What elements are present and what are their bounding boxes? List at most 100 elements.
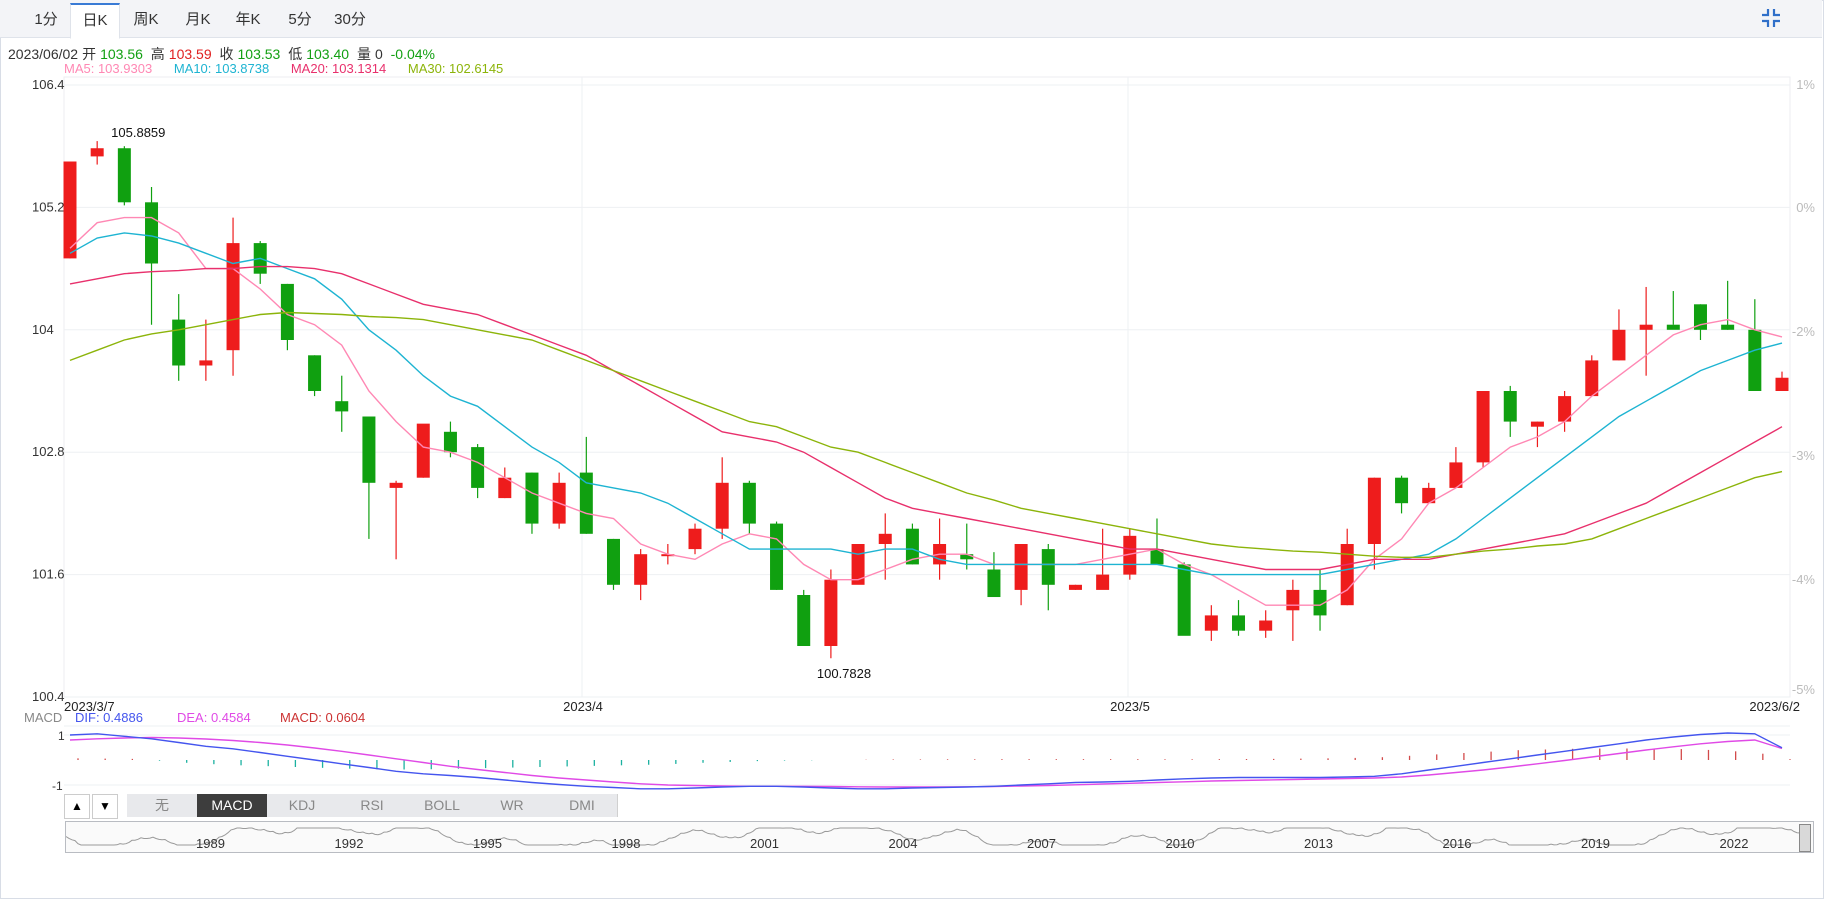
y-tick-label: 106.4 [32, 77, 65, 92]
tab-monthly[interactable]: 月K [185, 11, 211, 28]
indicator-macd[interactable]: MACD [197, 794, 268, 817]
legend-ma30: MA30: 102.6145 [407, 61, 504, 76]
legend-ma10: MA10: 103.8738 [173, 61, 270, 76]
candle [1775, 371, 1789, 391]
tab-5min[interactable]: 5分 [288, 11, 312, 28]
navigator-year-label: 2007 [1027, 836, 1056, 851]
candle-body [905, 528, 919, 565]
candle-body [1340, 544, 1354, 606]
y-tick-label: 102.8 [32, 444, 65, 459]
candle [335, 375, 349, 432]
tab-yearly[interactable]: 年K [235, 11, 261, 28]
candle [1558, 391, 1572, 432]
navigator-year-label: 2019 [1581, 836, 1610, 851]
candle [308, 355, 322, 397]
range-navigator[interactable]: 1989 1992 1995 1998 2001 2004 2007 2010 2013 2016… [65, 821, 1814, 853]
tab-weekly[interactable]: 周K [133, 11, 159, 28]
navigator-year-label: 1989 [196, 836, 225, 851]
indicator-kdj[interactable]: KDJ [267, 794, 338, 817]
candle [987, 552, 1001, 598]
candle [280, 283, 294, 351]
candle [552, 472, 566, 529]
candle-body [1775, 377, 1789, 391]
scroll-up-button[interactable]: ▲ [64, 794, 90, 819]
candle [63, 161, 77, 259]
candle [498, 467, 512, 499]
tab-daily[interactable]: 日K [70, 3, 120, 39]
ma-lines [69, 216, 1783, 606]
candle [226, 217, 240, 376]
candle-body [634, 554, 648, 585]
y-axis-labels: 106.4 105.2 104 102.8 101.6 100.4 [32, 77, 65, 704]
navigator-year-label: 2004 [888, 836, 918, 851]
candle-body [1014, 544, 1028, 590]
navigator-handle[interactable] [1799, 824, 1811, 852]
y-tick-label: 100.4 [32, 689, 65, 704]
indicator-dmi[interactable]: DMI [547, 794, 618, 817]
candle-body [226, 243, 240, 351]
candle-body [688, 528, 702, 550]
legend-ma5: MA5: 103.9303 [64, 61, 153, 76]
right-tick-label: -3% [1792, 448, 1816, 463]
dea-line [69, 736, 1783, 788]
candle-body [362, 416, 376, 483]
collapse-icon[interactable] [1760, 7, 1782, 29]
info-close: 103.53 [237, 46, 281, 62]
navigator-year-label: 1992 [334, 836, 364, 851]
candle [1014, 544, 1028, 606]
candle-body [117, 148, 131, 203]
candle-body [1367, 477, 1381, 544]
x-tick-label: 2023/6/2 [1749, 699, 1800, 714]
candles [63, 141, 1789, 659]
candle-body [90, 148, 104, 157]
info-low-label: 低 [288, 46, 303, 62]
candle-body [471, 447, 485, 488]
scroll-down-button[interactable]: ▼ [92, 794, 118, 819]
info-vol: 0 [374, 46, 383, 62]
candle [525, 472, 539, 534]
line-ma20 [69, 265, 1783, 571]
y-tick-label: 105.2 [32, 199, 65, 214]
candle [1639, 286, 1653, 376]
navigator-year-label: 2010 [1165, 836, 1195, 851]
tab-1min[interactable]: 1分 [34, 11, 58, 28]
indicator-rsi[interactable]: RSI [337, 794, 408, 817]
navigator-series [66, 827, 1801, 846]
candle [443, 421, 457, 458]
candle [1721, 280, 1735, 330]
info-close-label: 收 [219, 46, 234, 62]
info-high-label: 高 [150, 46, 165, 62]
candle-body [770, 523, 784, 590]
candle-body [1232, 615, 1246, 631]
chart-grid [63, 76, 1791, 698]
candle [145, 187, 159, 325]
candle-body [145, 202, 159, 264]
info-vol-label: 量 [356, 46, 371, 62]
y-tick-label: 104 [32, 322, 54, 337]
candle [172, 294, 186, 381]
candle-body [1313, 589, 1327, 616]
candle-body [1503, 391, 1517, 422]
tab-30min[interactable]: 30分 [334, 11, 366, 28]
candle-body [1259, 620, 1273, 631]
indicator-boll[interactable]: BOLL [407, 794, 478, 817]
candle [1313, 569, 1327, 631]
candle [1530, 421, 1544, 448]
candle-body [525, 472, 539, 524]
candle-body [1585, 360, 1599, 397]
candle [1068, 584, 1082, 590]
candle [824, 569, 838, 659]
indicator-wr[interactable]: WR [477, 794, 548, 817]
x-axis-labels: 2023/3/7 2023/4 2023/5 2023/6/2 [64, 699, 1800, 714]
candle [117, 146, 131, 206]
indicator-none[interactable]: 无 [127, 794, 198, 817]
candle [1748, 299, 1762, 391]
line-ma30 [69, 311, 1783, 558]
candle [770, 521, 784, 590]
candle-body [1666, 324, 1680, 330]
candle [1612, 309, 1626, 361]
right-tick-label: -4% [1792, 572, 1816, 587]
dif-line [69, 732, 1783, 790]
ma-legend: MA5: 103.9303 MA10: 103.8738 MA20: 103.1… [64, 61, 521, 76]
